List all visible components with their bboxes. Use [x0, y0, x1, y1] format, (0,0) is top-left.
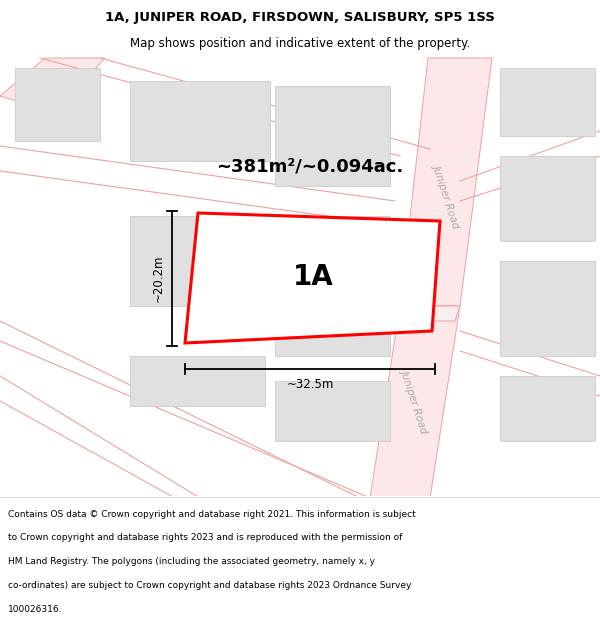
Polygon shape: [275, 381, 390, 441]
Polygon shape: [0, 58, 105, 113]
Text: ~20.2m: ~20.2m: [151, 255, 164, 302]
Text: HM Land Registry. The polygons (including the associated geometry, namely x, y: HM Land Registry. The polygons (includin…: [8, 557, 375, 566]
Text: 100026316.: 100026316.: [8, 604, 62, 614]
Text: to Crown copyright and database rights 2023 and is reproduced with the permissio: to Crown copyright and database rights 2…: [8, 534, 402, 542]
Polygon shape: [130, 356, 265, 406]
Polygon shape: [130, 81, 270, 161]
Polygon shape: [275, 86, 390, 186]
Polygon shape: [500, 156, 595, 241]
Polygon shape: [500, 376, 595, 441]
Text: co-ordinates) are subject to Crown copyright and database rights 2023 Ordnance S: co-ordinates) are subject to Crown copyr…: [8, 581, 411, 590]
Text: Juniper Road: Juniper Road: [432, 163, 462, 229]
Text: ~381m²/~0.094ac.: ~381m²/~0.094ac.: [217, 157, 404, 175]
Polygon shape: [15, 68, 100, 141]
Polygon shape: [500, 261, 595, 356]
Polygon shape: [396, 306, 460, 321]
Polygon shape: [185, 213, 440, 343]
Text: ~32.5m: ~32.5m: [286, 379, 334, 391]
Polygon shape: [275, 216, 390, 291]
Polygon shape: [275, 296, 390, 356]
Text: 1A: 1A: [293, 263, 334, 291]
Text: Juniper Road: Juniper Road: [400, 368, 430, 434]
Polygon shape: [400, 58, 492, 306]
Text: 1A, JUNIPER ROAD, FIRSDOWN, SALISBURY, SP5 1SS: 1A, JUNIPER ROAD, FIRSDOWN, SALISBURY, S…: [105, 11, 495, 24]
Polygon shape: [370, 306, 460, 498]
Text: Map shows position and indicative extent of the property.: Map shows position and indicative extent…: [130, 38, 470, 51]
Polygon shape: [500, 68, 595, 136]
Text: Contains OS data © Crown copyright and database right 2021. This information is : Contains OS data © Crown copyright and d…: [8, 510, 416, 519]
Polygon shape: [130, 216, 265, 306]
